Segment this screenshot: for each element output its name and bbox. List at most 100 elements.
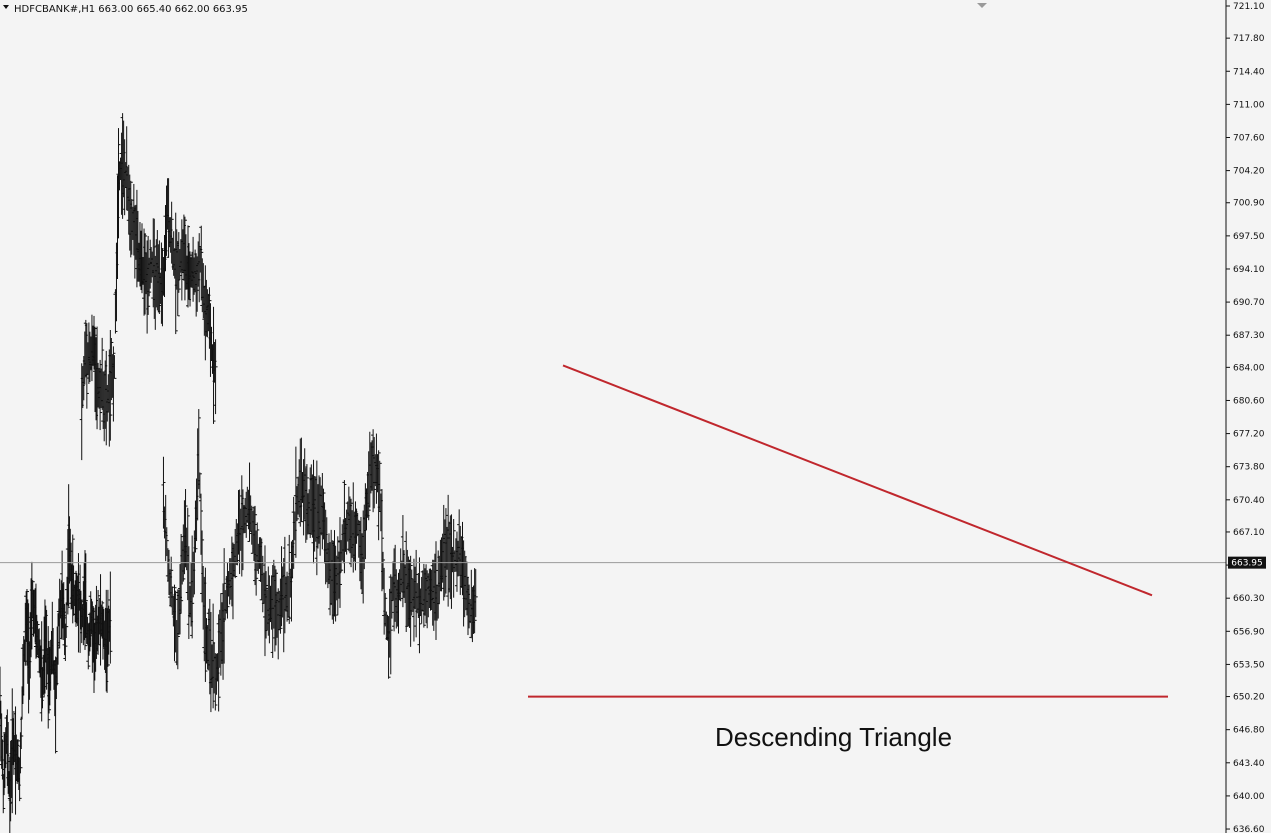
price-tick-label: 670.40 [1233, 496, 1265, 506]
price-bar [63, 623, 68, 662]
price-bar [19, 716, 24, 750]
price-tick-label: 694.10 [1233, 265, 1265, 275]
current-price-label: 663.95 [1231, 559, 1263, 569]
price-tick-label: 711.00 [1233, 100, 1265, 110]
price-tick-label: 704.20 [1233, 167, 1265, 177]
price-bar [197, 472, 202, 499]
price-bar [270, 565, 275, 658]
price-bar [198, 493, 203, 555]
price-bar [176, 232, 181, 293]
price-bar [185, 507, 190, 601]
price-bar [143, 233, 148, 315]
price-bar [287, 534, 292, 624]
price-bar [396, 572, 401, 634]
price-bar [169, 556, 174, 608]
price-bar [264, 571, 269, 639]
price-bar [381, 551, 386, 590]
price-bar [291, 496, 296, 569]
price-bar [253, 505, 258, 586]
price-bar [86, 623, 91, 670]
chart-menu-icon[interactable] [3, 5, 9, 9]
price-bar [213, 653, 218, 711]
price-tick-label: 650.20 [1233, 693, 1265, 703]
price-tick-label: 721.10 [1233, 2, 1265, 12]
price-bar [112, 355, 117, 379]
price-bar [443, 508, 448, 594]
price-tick-label: 707.60 [1233, 133, 1265, 143]
price-bar [207, 287, 212, 349]
price-bar [64, 602, 69, 639]
price-bar [113, 289, 118, 334]
price-bar [100, 337, 105, 410]
price-bar [30, 580, 35, 619]
price-bar [65, 529, 70, 615]
price-bar [196, 409, 201, 490]
price-bar [321, 488, 326, 540]
price-tick-label: 660.30 [1233, 594, 1265, 604]
price-bar [274, 569, 279, 646]
price-bar [414, 549, 419, 638]
resistance-trendline[interactable] [562, 364, 1153, 597]
trendlines [528, 364, 1168, 698]
shift-marker-icon[interactable] [977, 3, 987, 8]
price-bar [108, 329, 113, 441]
price-bar [164, 527, 169, 557]
price-bar [100, 600, 105, 639]
price-bar [377, 460, 382, 511]
current-price-box-bg [1228, 556, 1266, 569]
price-tick-label: 667.10 [1233, 528, 1265, 538]
price-bar [417, 557, 422, 654]
price-bar [335, 536, 340, 616]
price-bar [203, 567, 208, 682]
price-bar [294, 486, 299, 522]
price-tick-label: 687.30 [1233, 331, 1265, 341]
price-bar [344, 509, 349, 555]
price-bar [383, 593, 388, 627]
price-tick-label: 656.90 [1233, 627, 1265, 637]
price-bar [83, 553, 88, 638]
price-bar [70, 534, 75, 624]
price-bar [408, 555, 413, 647]
price-bar [342, 480, 347, 574]
price-bar [175, 240, 180, 317]
price-tick-label: 640.00 [1233, 792, 1265, 802]
price-bar [128, 180, 133, 258]
price-bar [216, 614, 221, 712]
price-bar [161, 456, 166, 529]
price-bar [185, 225, 190, 308]
price-bar [233, 528, 238, 579]
price-tick-label: 646.80 [1233, 726, 1265, 736]
price-bar [183, 489, 188, 568]
price-tick-label: 717.80 [1233, 34, 1265, 44]
price-bar [24, 589, 29, 666]
price-bar [366, 451, 371, 521]
price-bar [278, 578, 283, 634]
price-bar [47, 640, 52, 714]
price-bar [247, 462, 252, 542]
price-bar [372, 437, 377, 509]
price-bar [18, 732, 23, 774]
price-bar [244, 491, 249, 538]
price-bar [84, 323, 89, 409]
price-bar [472, 568, 477, 634]
price-bar [109, 337, 114, 401]
price-bar [35, 621, 40, 656]
price-bars [0, 113, 478, 833]
price-bar [190, 535, 195, 639]
price-bar [299, 437, 304, 523]
current-price-box: 663.95 [1228, 556, 1266, 569]
price-bar [213, 339, 218, 415]
price-bar [0, 666, 2, 719]
pattern-annotation: Descending Triangle [715, 722, 952, 752]
price-tick-label: 636.60 [1233, 825, 1265, 833]
price-bar [388, 574, 393, 675]
price-bar [211, 306, 216, 424]
price-bar [339, 540, 344, 573]
price-bar [473, 569, 478, 618]
price-tick-label: 684.00 [1233, 363, 1265, 373]
price-tick-label: 673.80 [1233, 463, 1265, 473]
price-bar [451, 519, 456, 598]
price-bar [285, 571, 290, 622]
price-bar [105, 589, 110, 667]
